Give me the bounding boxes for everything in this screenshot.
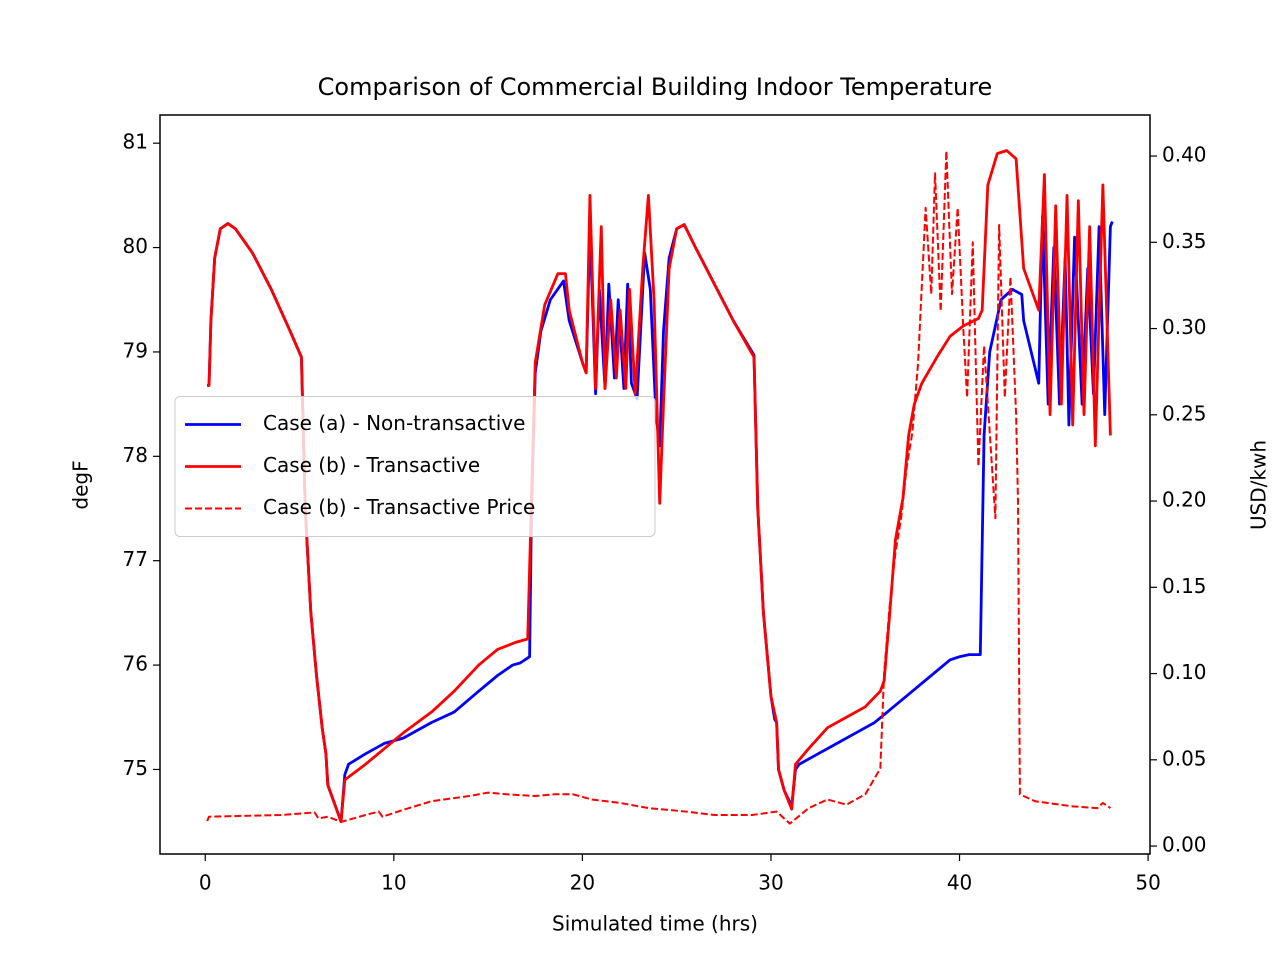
x-tick-label: 40 (947, 871, 972, 895)
y2-axis-label: USD/kwh (1247, 440, 1271, 530)
y-tick-label: 79 (123, 338, 148, 362)
y2-tick-label: 0.40 (1162, 143, 1207, 167)
x-tick-label: 0 (199, 871, 212, 895)
x-axis-label: Simulated time (hrs) (552, 912, 758, 936)
y2-tick-label: 0.30 (1162, 315, 1207, 339)
legend-label: Case (b) - Transactive Price (263, 495, 535, 519)
y2-tick-label: 0.10 (1162, 660, 1207, 684)
y2-tick-label: 0.00 (1162, 833, 1207, 857)
y-tick-label: 77 (123, 547, 148, 571)
x-tick-label: 50 (1135, 871, 1160, 895)
legend-box (174, 396, 656, 537)
legend-label: Case (a) - Non-transactive (263, 411, 525, 435)
legend: Case (a) - Non-transactive Case (b) - Tra… (174, 396, 656, 537)
y-tick-label: 76 (123, 652, 148, 676)
y-tick-label: 80 (123, 234, 148, 258)
x-tick-label: 20 (570, 871, 595, 895)
plot-frame (159, 114, 1151, 855)
x-tick-label: 30 (758, 871, 783, 895)
chart-title: Comparison of Commercial Building Indoor… (318, 73, 993, 101)
y2-tick-label: 0.05 (1162, 746, 1207, 770)
series-line (207, 149, 1112, 824)
y-axis-label: degF (69, 460, 93, 509)
y-tick-label: 81 (123, 130, 148, 154)
y2-tick-label: 0.35 (1162, 229, 1207, 253)
y2-tick-label: 0.25 (1162, 401, 1207, 425)
y-tick-label: 78 (123, 443, 148, 467)
legend-label: Case (b) - Transactive (263, 453, 480, 477)
y2-tick-label: 0.20 (1162, 488, 1207, 512)
y-tick-label: 75 (123, 756, 148, 780)
y2-tick-label: 0.15 (1162, 574, 1207, 598)
x-tick-label: 10 (381, 871, 406, 895)
